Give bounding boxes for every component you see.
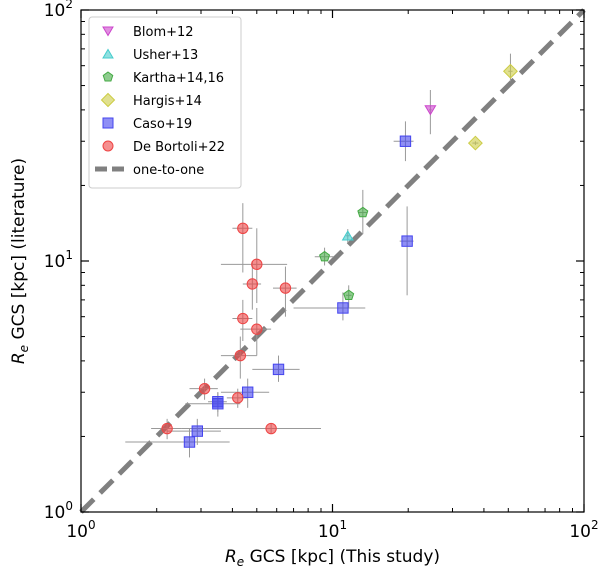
y-tick-label: 102 <box>44 0 73 21</box>
point-caso-19 <box>241 386 254 398</box>
point-caso-19 <box>212 398 224 410</box>
point-de-bortoli-22 <box>251 258 263 271</box>
y-axis-label-var: R <box>9 352 29 364</box>
x-tick-label: 102 <box>569 518 598 542</box>
legend-marker-kartha-14-16 <box>102 71 114 82</box>
point-de-bortoli-22 <box>198 382 211 395</box>
legend-label-usher-13: Usher+13 <box>133 48 198 63</box>
legend-label-blom-12: Blom+12 <box>133 25 194 40</box>
legend-marker-usher-13 <box>102 48 114 59</box>
point-caso-19 <box>337 302 349 314</box>
x-axis-label-rest: GCS [kpc] (This study) <box>244 547 440 567</box>
point-hargis-14 <box>467 135 483 151</box>
point-kartha-14-16 <box>343 289 355 301</box>
axis-ticks: 100 101 102 100 101 102 <box>44 0 599 542</box>
legend-marker-hargis-14 <box>100 92 116 108</box>
legend-label-de-bortoli-22: De Bortoli+22 <box>133 140 225 155</box>
legend-label-kartha-14-16: Kartha+14,16 <box>133 71 224 86</box>
legend-marker-blom-12 <box>102 26 114 37</box>
legend-marker-caso-19 <box>102 117 114 129</box>
legend-label-hargis-14: Hargis+14 <box>133 94 202 109</box>
point-usher-13 <box>341 230 354 241</box>
y-tick-label: 100 <box>44 499 73 523</box>
point-kartha-14-16 <box>319 250 331 262</box>
legend-label-one-to-one: one-to-one <box>133 163 204 178</box>
legend-marker-de-bortoli-22 <box>102 140 114 152</box>
point-blom-12 <box>424 105 437 116</box>
y-axis-label: Re GCS [kpc] (literature) <box>9 158 31 364</box>
point-hargis-14 <box>502 63 518 79</box>
x-tick-label: 101 <box>318 518 347 542</box>
legend-box <box>88 16 242 189</box>
y-axis-label-sub: e <box>17 345 31 352</box>
point-caso-19 <box>399 135 412 147</box>
y-tick-label: 101 <box>44 248 73 272</box>
point-de-bortoli-22 <box>232 392 244 404</box>
data-points-layer <box>161 63 518 448</box>
point-caso-19 <box>183 436 196 448</box>
point-de-bortoli-22 <box>237 312 249 325</box>
x-axis-label-var: R <box>225 547 237 567</box>
point-de-bortoli-22 <box>237 222 249 234</box>
y-axis-label-rest: GCS [kpc] (literature) <box>9 158 29 345</box>
x-axis-label: Re GCS [kpc] (This study) <box>225 547 440 569</box>
legend-label-caso-19: Caso+19 <box>133 117 192 132</box>
y-axis-label-group: Re GCS [kpc] (literature) <box>9 158 31 364</box>
point-de-bortoli-22 <box>246 278 259 290</box>
point-de-bortoli-22 <box>265 422 277 435</box>
legend: Blom+12 Usher+13 Kartha+14,16 Hargis+14 Caso… <box>88 16 242 189</box>
point-kartha-14-16 <box>357 206 369 218</box>
point-caso-19 <box>272 363 285 376</box>
point-de-bortoli-22 <box>161 422 173 435</box>
point-de-bortoli-22 <box>279 282 292 294</box>
point-caso-19 <box>401 235 413 247</box>
point-de-bortoli-22 <box>251 323 263 335</box>
point-caso-19 <box>191 425 203 437</box>
point-de-bortoli-22 <box>234 349 247 362</box>
x-tick-label: 100 <box>66 518 95 542</box>
x-axis-label-sub: e <box>237 555 244 569</box>
